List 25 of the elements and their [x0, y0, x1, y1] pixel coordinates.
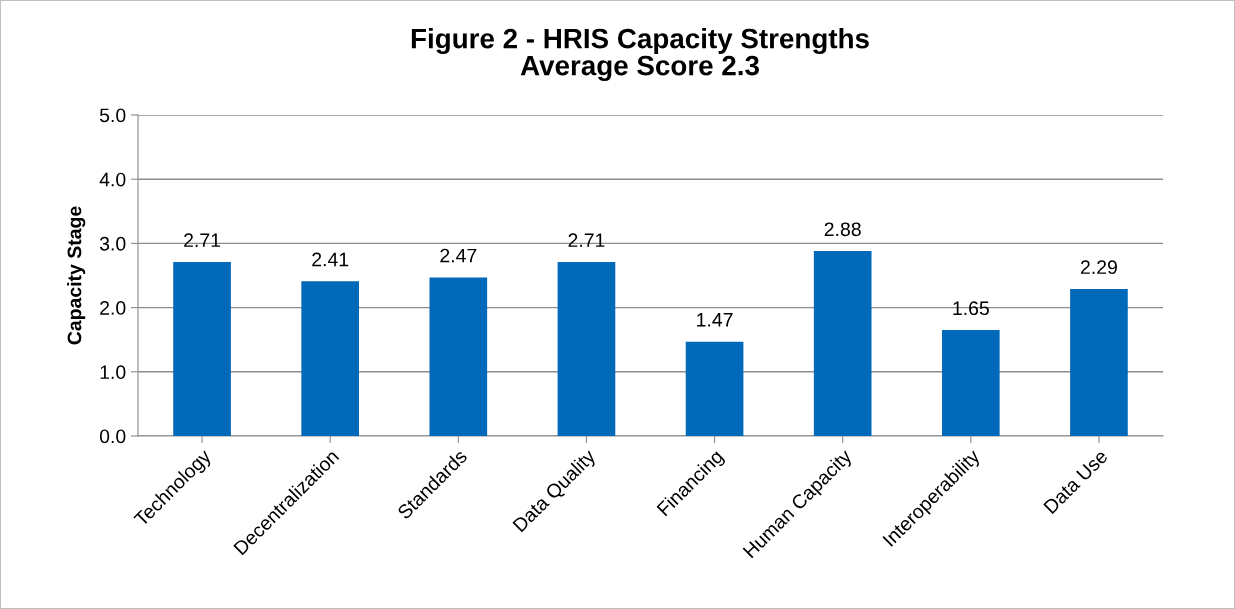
data-label: 2.71 — [568, 233, 605, 247]
y-tick-label: 3.0 — [99, 236, 126, 251]
bar — [557, 262, 616, 436]
data-label: 2.47 — [440, 248, 477, 263]
data-label: 2.29 — [1081, 260, 1117, 275]
data-label: 2.88 — [824, 222, 861, 237]
y-tick-label: 2.0 — [100, 301, 126, 315]
data-label: 1.47 — [697, 313, 733, 327]
bar — [1070, 288, 1128, 436]
data-label: 1.65 — [953, 301, 989, 316]
y-tick-label: 5.0 — [99, 108, 126, 123]
bar — [429, 277, 488, 436]
chart-title: Figure 2 - HRIS Capacity Strengths Average Score 2.3 — [411, 28, 869, 82]
bar — [173, 262, 231, 436]
bar — [685, 341, 744, 436]
y-tick-label: 4.0 — [99, 172, 126, 187]
y-tick-label: 0.0 — [99, 429, 126, 444]
bar — [301, 281, 360, 436]
bar — [813, 251, 872, 436]
bar — [941, 330, 1000, 436]
x-tick-label: Data Use — [1043, 448, 1109, 515]
data-label: 2.41 — [312, 252, 349, 267]
y-tick-label: 1.0 — [100, 365, 126, 380]
y-axis-title: Capacity Stage — [67, 206, 86, 345]
data-label: 2.71 — [184, 233, 221, 247]
